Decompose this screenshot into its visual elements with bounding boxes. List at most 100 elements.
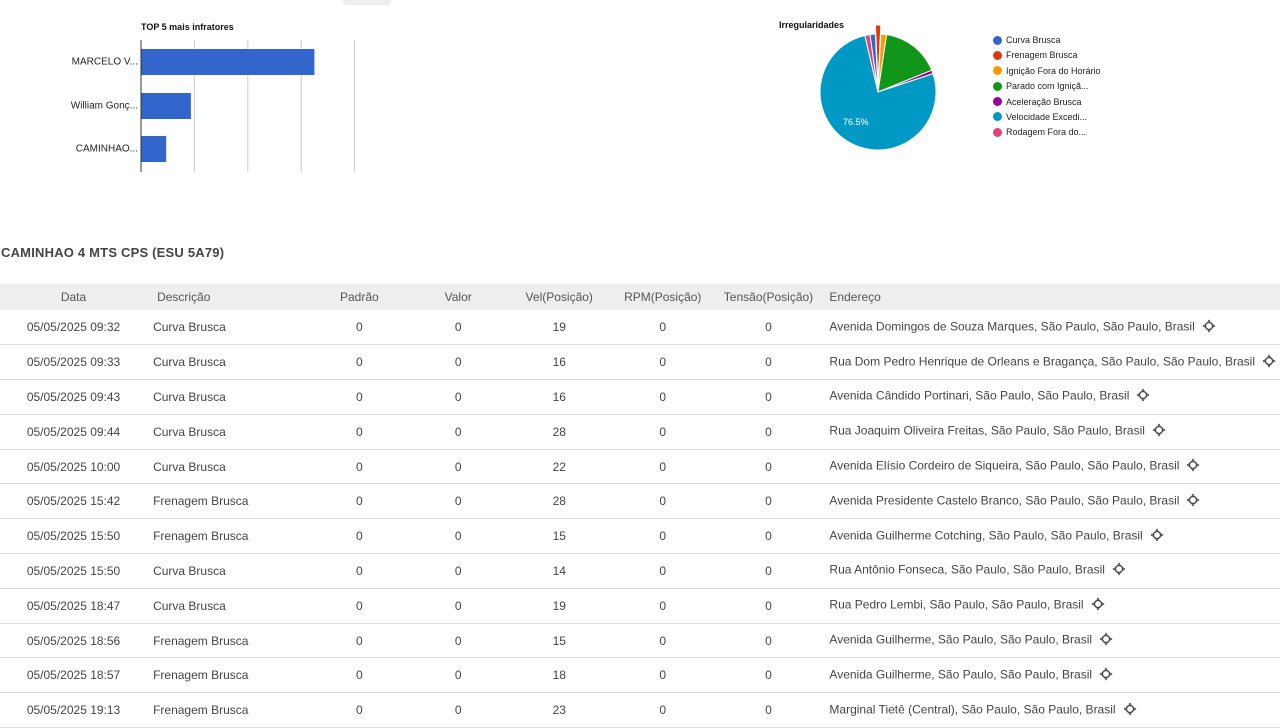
pie-slice-1 [874, 24, 882, 84]
legend-item[interactable]: Curva Brusca [993, 34, 1123, 46]
legend-item[interactable]: Ignição Fora do Horário [993, 65, 1123, 77]
table-row[interactable]: 05/05/2025 09:43 Curva Brusca 0 0 16 0 0 Avenid… [0, 380, 1280, 415]
cell-rpm: 0 [659, 598, 667, 613]
table-row[interactable]: 05/05/2025 15:50 Frenagem Brusca 0 0 15 0 0 Ave… [0, 519, 1280, 554]
col-header-endereco[interactable]: Endereço [829, 290, 881, 304]
table-row[interactable]: 05/05/2025 09:44 Curva Brusca 0 0 28 0 0 Rua Jo… [0, 414, 1280, 450]
legend-label: Frenagem Brusca [1006, 50, 1078, 61]
legend-item[interactable]: Frenagem Brusca [993, 49, 1123, 61]
cell-data: 05/05/2025 09:32 [26, 320, 121, 335]
cell-data: 05/05/2025 09:44 [26, 424, 121, 439]
col-header-padrao[interactable]: Padrão [340, 290, 379, 304]
cell-tensao: 0 [765, 529, 772, 544]
irregularities-chart: Irregularidades 76.5% Curva Brusca Frenag… [760, 10, 1140, 170]
pie-slice-6 [864, 34, 879, 93]
cell-tensao: 0 [765, 459, 772, 474]
cell-padrao: 0 [356, 563, 363, 578]
cell-vel: 16 [552, 355, 566, 370]
bar-category-label: CAMINHAO... [75, 143, 138, 155]
table-row[interactable]: 05/05/2025 09:32 Curva Brusca 0 0 19 0 0 Avenid… [0, 310, 1280, 345]
bar-1 [141, 93, 191, 119]
cell-endereco: Marginal Tietê (Central), São Paulo, São… [822, 693, 1280, 728]
legend-item[interactable]: Velocidade Excedi... [993, 111, 1123, 123]
col-header-tensao[interactable]: Tensão(Posição) [723, 290, 814, 304]
cell-endereco: Avenida Elísio Cordeiro de Siqueira, São… [822, 449, 1280, 484]
cell-vel: 19 [552, 598, 566, 613]
pie-slice-5 [819, 34, 937, 151]
table-row[interactable]: 05/05/2025 18:57 Frenagem Brusca 0 0 18 0 0 Ave… [0, 658, 1280, 693]
crosshair-icon[interactable] [1091, 597, 1105, 614]
pie-chart-canvas [819, 24, 937, 151]
table-row[interactable]: 05/05/2025 19:13 Frenagem Brusca 0 0 23 0 0 Mar… [0, 693, 1280, 728]
address-text: Avenida Domingos de Souza Marques, São P… [829, 319, 1195, 334]
col-header-rpm[interactable]: RPM(Posição) [624, 290, 702, 304]
cell-endereco: Avenida Domingos de Souza Marques, São P… [822, 310, 1280, 345]
crosshair-icon[interactable] [1112, 562, 1126, 579]
cell-vel: 28 [552, 424, 566, 439]
table-row[interactable]: 05/05/2025 18:56 Frenagem Brusca 0 0 15 0 0 Ave… [0, 623, 1280, 658]
cell-vel: 28 [552, 494, 566, 509]
cell-rpm: 0 [659, 529, 667, 544]
address-text: Rua Dom Pedro Henrique de Orleans e Brag… [829, 354, 1255, 369]
cell-rpm: 0 [659, 459, 667, 474]
col-header-data[interactable]: Data [60, 290, 87, 304]
cell-descricao: Frenagem Brusca [153, 703, 249, 718]
legend-item[interactable]: Aceleração Brusca [993, 96, 1123, 108]
table-row[interactable]: 05/05/2025 10:00 Curva Brusca 0 0 22 0 0 Avenid… [0, 449, 1280, 484]
crosshair-icon[interactable] [1152, 423, 1166, 440]
address-text: Avenida Elísio Cordeiro de Siqueira, São… [829, 458, 1180, 473]
col-header-valor[interactable]: Valor [444, 290, 472, 304]
crosshair-icon[interactable] [1262, 354, 1276, 371]
cell-valor: 0 [454, 633, 462, 648]
cell-rpm: 0 [659, 668, 667, 683]
cell-tensao: 0 [765, 598, 772, 613]
crosshair-icon[interactable] [1123, 702, 1137, 719]
table-row[interactable]: 05/05/2025 15:42 Frenagem Brusca 0 0 28 0 0 Ave… [0, 484, 1280, 519]
cell-endereco: Avenida Guilherme, São Paulo, São Paulo,… [822, 658, 1280, 693]
cell-endereco: Rua Pedro Lembi, São Paulo, São Paulo, B… [822, 588, 1280, 623]
cell-vel: 15 [552, 633, 566, 648]
legend-label: Velocidade Excedi... [1006, 111, 1088, 122]
address-text: Avenida Cândido Portinari, São Paulo, Sã… [829, 389, 1130, 404]
cell-valor: 0 [454, 389, 462, 404]
crosshair-icon[interactable] [1099, 632, 1113, 649]
cell-valor: 0 [454, 598, 462, 613]
legend-item[interactable]: Parado com Igniçã... [993, 80, 1123, 92]
legend-item[interactable]: Rodagem Fora do... [993, 126, 1123, 138]
cell-endereco: Avenida Cândido Portinari, São Paulo, Sã… [822, 380, 1280, 415]
pie-slice-label: 76.5% [843, 117, 869, 127]
table-row[interactable]: 05/05/2025 09:33 Curva Brusca 0 0 16 0 0 Rua Do… [0, 345, 1280, 380]
col-header-descricao[interactable]: Descrição [157, 290, 211, 304]
pie-legend: Curva Brusca Frenagem Brusca Ignição Fora … [993, 34, 1123, 142]
legend-label: Parado com Igniçã... [1006, 81, 1089, 92]
crosshair-icon[interactable] [1186, 493, 1200, 510]
crosshair-icon[interactable] [1202, 319, 1216, 336]
cell-tensao: 0 [765, 703, 772, 718]
bar-0 [141, 49, 315, 75]
cell-tensao: 0 [765, 633, 772, 648]
legend-swatch [993, 127, 1002, 137]
cell-descricao: Frenagem Brusca [153, 633, 249, 648]
table-row[interactable]: 05/05/2025 15:50 Curva Brusca 0 0 14 0 0 Rua An… [0, 554, 1280, 589]
top-tab-chip[interactable] [343, 0, 391, 5]
crosshair-icon[interactable] [1136, 388, 1150, 405]
address-text: Avenida Guilherme, São Paulo, São Paulo,… [829, 667, 1093, 682]
cell-rpm: 0 [659, 320, 667, 335]
col-header-vel[interactable]: Vel(Posição) [525, 290, 593, 304]
legend-swatch [993, 50, 1002, 60]
cell-tensao: 0 [765, 494, 772, 509]
cell-descricao: Frenagem Brusca [153, 529, 249, 544]
address-text: Rua Joaquim Oliveira Freitas, São Paulo,… [829, 423, 1145, 438]
cell-vel: 16 [552, 389, 566, 404]
bar-category-label: William Gonç... [70, 100, 138, 112]
crosshair-icon[interactable] [1150, 528, 1164, 545]
crosshair-icon[interactable] [1186, 458, 1200, 475]
crosshair-icon[interactable] [1099, 667, 1113, 684]
cell-rpm: 0 [659, 633, 667, 648]
table-row[interactable]: 05/05/2025 18:47 Curva Brusca 0 0 19 0 0 Rua Pe… [0, 588, 1280, 624]
pie-slice-3 [877, 34, 933, 93]
cell-rpm: 0 [659, 703, 667, 718]
cell-tensao: 0 [765, 668, 772, 683]
cell-descricao: Curva Brusca [153, 355, 226, 370]
cell-descricao: Curva Brusca [153, 598, 226, 613]
